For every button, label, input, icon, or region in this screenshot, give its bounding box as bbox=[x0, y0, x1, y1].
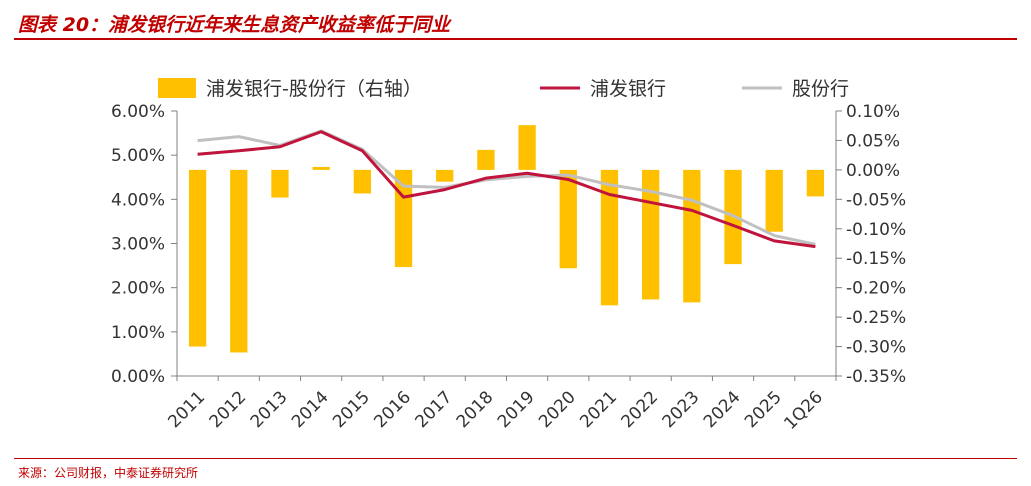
difference-bar bbox=[600, 169, 619, 306]
x-tick-label: 2011 bbox=[164, 387, 209, 432]
x-tick-label: 2013 bbox=[247, 387, 292, 432]
right-tick-label: -0.35% bbox=[846, 367, 906, 387]
x-tick-label: 2012 bbox=[206, 387, 251, 432]
x-tick-label: 2023 bbox=[659, 387, 704, 432]
x-tick-label: 1Q26 bbox=[780, 387, 827, 434]
left-tick-label: 0.00% bbox=[111, 367, 165, 387]
difference-bar bbox=[765, 169, 783, 232]
x-tick-label: 2024 bbox=[700, 387, 745, 432]
figure-title: 图表 20：浦发银行近年来生息资产收益率低于同业 bbox=[18, 14, 451, 36]
difference-bar bbox=[230, 169, 248, 353]
legend-label-bar: 浦发银行-股份行（右轴） bbox=[206, 78, 422, 100]
legend-swatch-bar bbox=[158, 78, 196, 98]
difference-bar bbox=[559, 169, 577, 269]
difference-bar bbox=[271, 169, 289, 198]
x-tick-label: 2014 bbox=[288, 387, 333, 432]
left-tick-label: 2.00% bbox=[111, 279, 165, 299]
x-tick-label: 2022 bbox=[617, 387, 662, 432]
peer-banks-line bbox=[197, 129, 816, 246]
left-tick-label: 3.00% bbox=[111, 235, 165, 255]
difference-bar bbox=[477, 149, 495, 170]
figure-header: 图表 20：浦发银行近年来生息资产收益率低于同业 bbox=[14, 6, 1017, 40]
right-tick-label: -0.10% bbox=[846, 220, 906, 240]
x-tick-label: 2021 bbox=[576, 387, 621, 432]
x-tick-label: 2016 bbox=[370, 387, 415, 432]
difference-bar bbox=[312, 166, 330, 170]
right-tick-label: -0.15% bbox=[846, 249, 906, 269]
difference-bar bbox=[436, 169, 454, 182]
source-footer: 来源：公司财报，中泰证券研究所 bbox=[14, 458, 1017, 483]
left-tick-label: 4.00% bbox=[111, 190, 165, 210]
difference-bar bbox=[518, 125, 536, 170]
spdb-line bbox=[197, 130, 816, 249]
difference-bar bbox=[353, 169, 371, 194]
left-tick-label: 6.00% bbox=[111, 102, 165, 122]
right-tick-label: -0.30% bbox=[846, 338, 906, 358]
legend-label-peer: 股份行 bbox=[792, 78, 849, 100]
right-tick-label: -0.05% bbox=[846, 190, 906, 210]
legend-label-spdb: 浦发银行 bbox=[590, 78, 666, 100]
x-tick-label: 2015 bbox=[329, 387, 374, 432]
x-tick-label: 2018 bbox=[453, 387, 498, 432]
x-tick-label: 2019 bbox=[494, 387, 539, 432]
right-tick-label: 0.05% bbox=[846, 131, 900, 151]
right-tick-label: 0.00% bbox=[846, 161, 900, 181]
difference-bar bbox=[683, 169, 701, 303]
difference-bar bbox=[806, 169, 825, 197]
left-tick-label: 5.00% bbox=[111, 146, 165, 166]
right-tick-label: 0.10% bbox=[846, 102, 900, 122]
left-tick-label: 1.00% bbox=[111, 323, 165, 343]
x-tick-label: 2020 bbox=[535, 387, 580, 432]
x-tick-label: 2017 bbox=[412, 387, 457, 432]
right-tick-label: -0.20% bbox=[846, 279, 906, 299]
x-tick-label: 2025 bbox=[741, 387, 786, 432]
difference-bar bbox=[188, 169, 207, 347]
source-text: 来源：公司财报，中泰证券研究所 bbox=[18, 466, 199, 480]
right-tick-label: -0.25% bbox=[846, 308, 906, 328]
